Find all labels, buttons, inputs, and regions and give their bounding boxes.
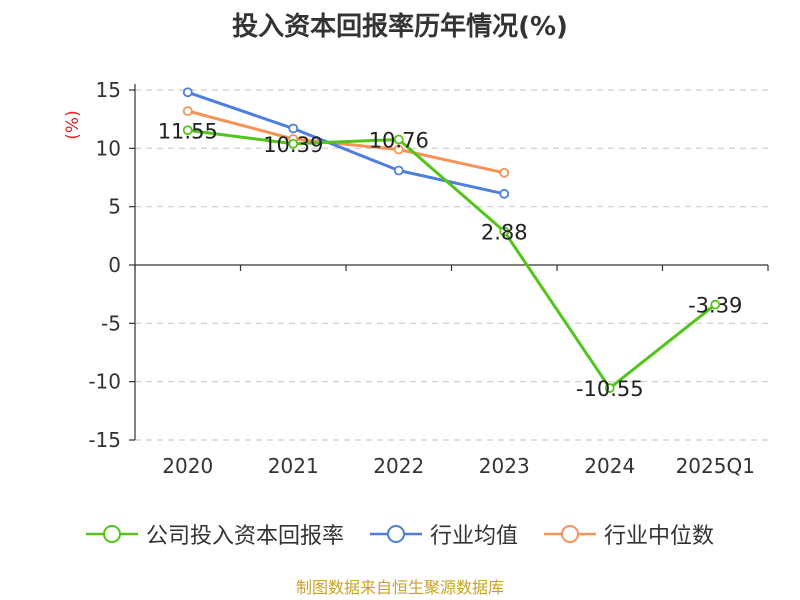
legend-label-industry-median: 行业中位数	[604, 524, 715, 549]
y-tick-label: 15	[96, 78, 121, 102]
legend-item-industry-avg[interactable]: 行业均值	[369, 518, 518, 550]
data-label: -3.39	[688, 294, 742, 318]
y-tick-label: -5	[101, 311, 121, 335]
y-tick-label: 5	[108, 195, 121, 219]
legend-swatch-company	[85, 525, 138, 543]
data-point	[499, 188, 510, 199]
data-point	[182, 87, 193, 98]
data-point	[182, 125, 193, 136]
chart-plot: 15 10 5 0 -5 -10 -15 2020 2021 2022 2023 2024 2025Q1…	[63, 78, 769, 478]
legend-item-company[interactable]: 公司投入资本回报率	[85, 518, 344, 550]
legend-swatch-industry-avg	[369, 525, 422, 543]
data-label: 10.39	[263, 133, 323, 157]
y-axis-label: (%)	[63, 110, 83, 139]
y-tick-label: -10	[88, 370, 121, 394]
data-label: 10.76	[369, 128, 429, 152]
series-line	[187, 109, 505, 175]
data-point	[499, 226, 510, 237]
series-line	[187, 90, 505, 196]
data-point	[393, 165, 404, 176]
x-tick-label: 2023	[479, 454, 530, 478]
legend-label-industry-avg: 行业均值	[429, 524, 518, 549]
legend-swatch-industry-median	[544, 525, 596, 543]
data-point	[288, 123, 299, 134]
data-point	[710, 299, 721, 310]
source-footer: 制图数据来自恒生聚源数据库	[295, 578, 504, 597]
data-label: 2.88	[481, 220, 528, 244]
x-tick-label: 2021	[268, 454, 319, 478]
chart-legend: 公司投入资本回报率 行业均值 行业中位数	[0, 518, 800, 550]
x-tick-label: 2024	[584, 454, 635, 478]
data-point	[499, 167, 510, 178]
data-point	[393, 144, 404, 155]
data-point	[393, 134, 404, 145]
legend-label-company: 公司投入资本回报率	[145, 524, 344, 549]
chart-title: 投入资本回报率历年情况(%)	[232, 12, 568, 42]
data-point	[604, 383, 615, 393]
x-tick-label: 2025Q1	[676, 454, 755, 478]
legend-item-industry-median[interactable]: 行业中位数	[544, 518, 714, 550]
y-tick-label: 10	[96, 136, 121, 160]
data-point	[288, 138, 299, 149]
y-tick-label: 0	[108, 253, 121, 277]
data-point	[182, 106, 193, 116]
series-line	[187, 128, 717, 390]
data-label: 11.55	[158, 119, 218, 143]
x-tick-label: 2020	[162, 454, 213, 478]
x-tick-label: 2022	[373, 454, 424, 478]
data-label: -10.55	[576, 377, 644, 401]
y-tick-label: -15	[88, 428, 121, 452]
